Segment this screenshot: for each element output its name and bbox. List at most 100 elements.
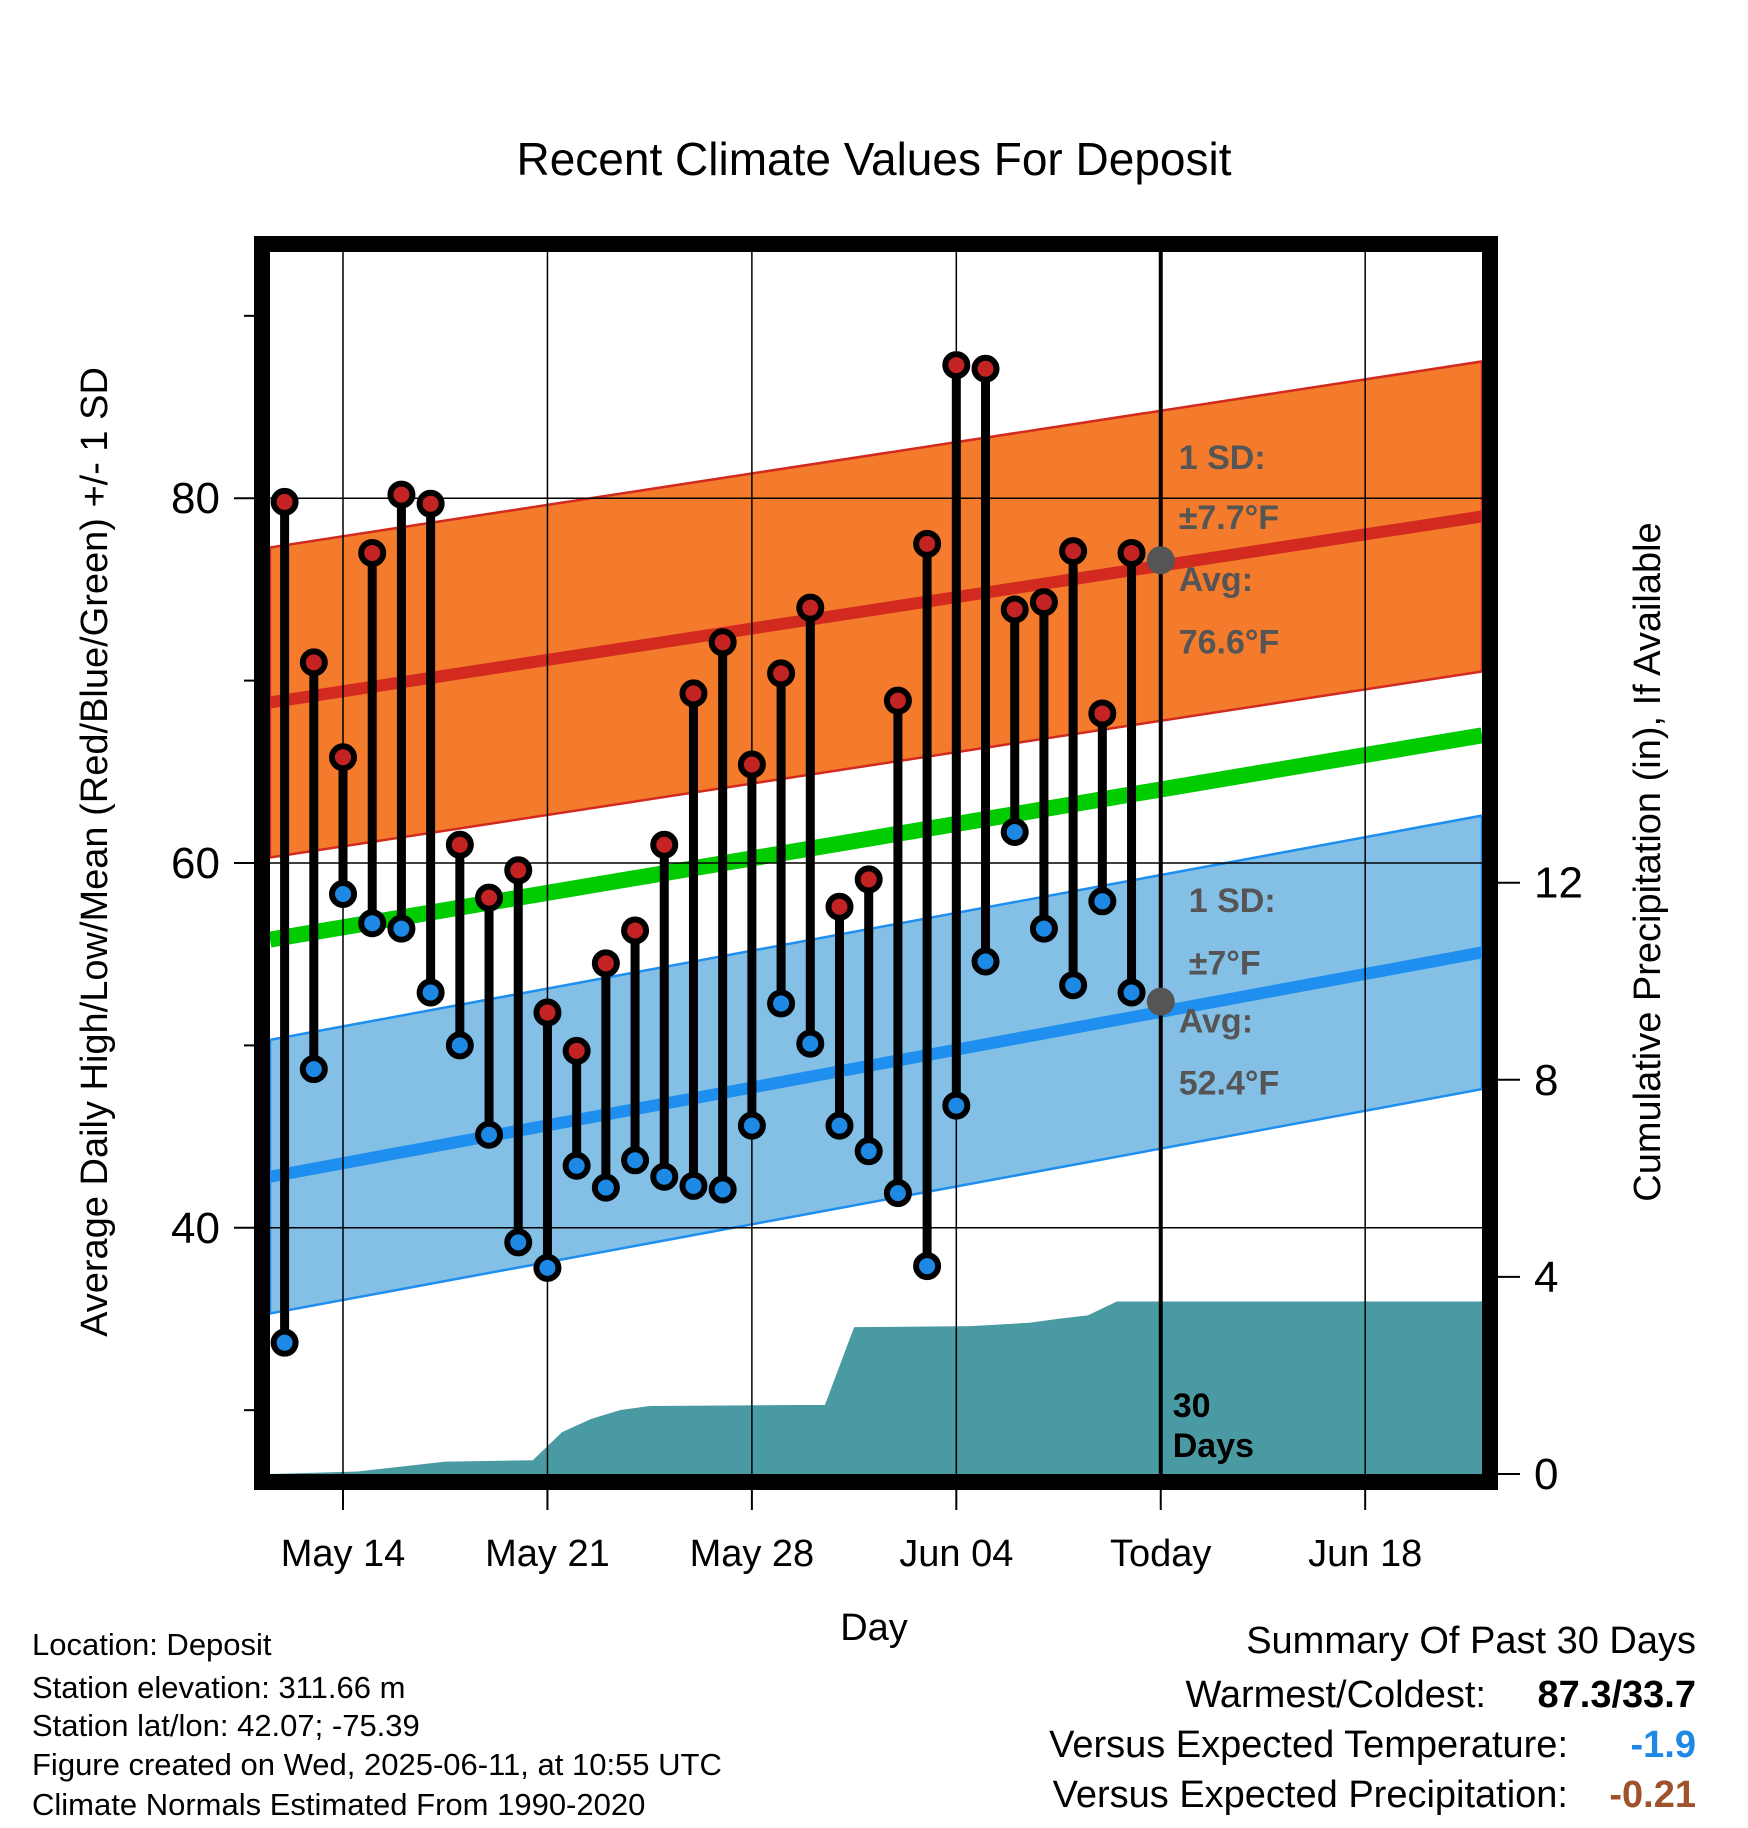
daily-high-point xyxy=(475,883,504,912)
today-avg-marker xyxy=(1146,987,1175,1016)
daily-low-point xyxy=(650,1162,679,1191)
y-axis-label: Average Daily High/Low/Mean (Red/Blue/Gr… xyxy=(74,367,116,1337)
daily-high-point xyxy=(942,351,971,380)
annotation-low-sd-value: ±7°F xyxy=(1189,944,1261,982)
daily-low-point xyxy=(299,1055,328,1084)
daily-low-point xyxy=(358,909,387,938)
daily-low-point xyxy=(1088,887,1117,916)
daily-high-point xyxy=(1088,699,1117,728)
daily-low-point xyxy=(387,914,416,943)
info-normals: Climate Normals Estimated From 1990-2020 xyxy=(32,1787,646,1822)
annotation-high-sd: 1 SD: xyxy=(1179,439,1266,477)
daily-high-point xyxy=(971,354,1000,383)
annotation-high-avg: Avg: xyxy=(1179,561,1253,599)
y2-tick-label: 12 xyxy=(1534,859,1583,908)
chart-title: Recent Climate Values For Deposit xyxy=(517,133,1232,185)
x-axis-label: Day xyxy=(840,1607,908,1649)
daily-high-point xyxy=(1059,537,1088,566)
daily-low-point xyxy=(533,1253,562,1282)
daily-high-point xyxy=(1029,588,1058,617)
y-tick-label: 40 xyxy=(171,1204,220,1253)
daily-low-point xyxy=(854,1137,883,1166)
daily-high-point xyxy=(883,686,912,715)
daily-high-point xyxy=(416,489,445,518)
daily-high-point xyxy=(387,480,416,509)
daily-high-point xyxy=(825,892,854,921)
daily-high-point xyxy=(621,916,650,945)
summary-temp-label: Versus Expected Temperature: xyxy=(1049,1724,1568,1766)
x-tick-label: Jun 04 xyxy=(899,1533,1013,1575)
summary-precip-label: Versus Expected Precipitation: xyxy=(1052,1774,1568,1816)
daily-high-point xyxy=(299,648,328,677)
daily-low-point xyxy=(329,880,358,909)
x-tick-label: May 28 xyxy=(690,1533,815,1575)
daily-high-point xyxy=(796,593,825,622)
y2-axis-label: Cumulative Precipitation (in), If Availa… xyxy=(1627,522,1669,1201)
daily-low-point xyxy=(416,978,445,1007)
daily-high-point xyxy=(562,1036,591,1065)
y-tick-label: 60 xyxy=(171,839,220,888)
y-tick-label: 80 xyxy=(171,474,220,523)
daily-high-point xyxy=(533,998,562,1027)
plot-frame xyxy=(254,236,1498,1490)
info-latlon: Station lat/lon: 42.07; -75.39 xyxy=(32,1708,420,1743)
plot-inner: 1 SD: ±7.7°F Avg: 76.6°F 1 SD: ±7°F Avg: 52.4°F… xyxy=(270,252,1482,1474)
normal-mean-line xyxy=(270,727,1482,948)
daily-high-point xyxy=(1117,538,1146,567)
daily-low-point xyxy=(708,1175,737,1204)
x-tick-label: May 14 xyxy=(281,1533,406,1575)
daily-high-point xyxy=(679,679,708,708)
precip-area xyxy=(270,1301,1482,1474)
info-location: Location: Deposit xyxy=(32,1627,272,1662)
daily-high-point xyxy=(1000,595,1029,624)
daily-low-point xyxy=(562,1151,591,1180)
daily-low-point xyxy=(1029,914,1058,943)
annotation-high-avg-value: 76.6°F xyxy=(1179,623,1280,661)
normal-high-line xyxy=(270,510,1482,709)
daily-low-point xyxy=(1117,978,1146,1007)
annotation-low-avg-value: 52.4°F xyxy=(1179,1065,1280,1103)
summary-precip-value: -0.21 xyxy=(1609,1774,1696,1816)
daily-high-point xyxy=(591,949,620,978)
daily-high-point xyxy=(445,830,474,859)
today-avg-marker xyxy=(1146,546,1175,575)
daily-high-point xyxy=(854,865,883,894)
summary-title: Summary Of Past 30 Days xyxy=(1246,1620,1696,1662)
plot-area: 1 SD: ±7.7°F Avg: 76.6°F 1 SD: ±7°F Avg: 52.4°F… xyxy=(171,236,1583,1575)
x-tick-label: May 21 xyxy=(485,1533,610,1575)
x-tick-label: Today xyxy=(1110,1533,1211,1575)
y2-tick-label: 8 xyxy=(1534,1056,1558,1105)
summary-warm-cold-value: 87.3/33.7 xyxy=(1537,1674,1696,1716)
annotation-low-avg: Avg: xyxy=(1179,1003,1253,1041)
today-days-label: 30 xyxy=(1173,1387,1211,1425)
x-tick-label: Jun 18 xyxy=(1308,1533,1422,1575)
annotation-high-sd-value: ±7.7°F xyxy=(1179,499,1279,537)
daily-high-point xyxy=(737,750,766,779)
daily-low-point xyxy=(1000,817,1029,846)
summary-temp-value: -1.9 xyxy=(1630,1724,1696,1766)
daily-low-point xyxy=(971,947,1000,976)
normal-low-line xyxy=(270,946,1482,1183)
y2-tick-label: 0 xyxy=(1534,1450,1558,1499)
daily-high-point xyxy=(650,830,679,859)
daily-high-point xyxy=(329,743,358,772)
daily-low-point xyxy=(679,1171,708,1200)
daily-low-point xyxy=(767,989,796,1018)
daily-low-point xyxy=(913,1252,942,1281)
daily-low-point xyxy=(475,1120,504,1149)
daily-low-point xyxy=(270,1328,299,1357)
info-created: Figure created on Wed, 2025-06-11, at 10… xyxy=(32,1747,722,1782)
daily-high-point xyxy=(767,659,796,688)
daily-high-point xyxy=(504,856,533,885)
annotation-low-sd: 1 SD: xyxy=(1189,882,1276,920)
daily-low-point xyxy=(1059,971,1088,1000)
daily-high-point xyxy=(708,628,737,657)
daily-high-point xyxy=(358,538,387,567)
daily-low-point xyxy=(621,1146,650,1175)
daily-low-point xyxy=(737,1111,766,1140)
daily-low-point xyxy=(825,1111,854,1140)
daily-high-point xyxy=(913,529,942,558)
daily-low-point xyxy=(942,1091,971,1120)
daily-low-point xyxy=(591,1173,620,1202)
